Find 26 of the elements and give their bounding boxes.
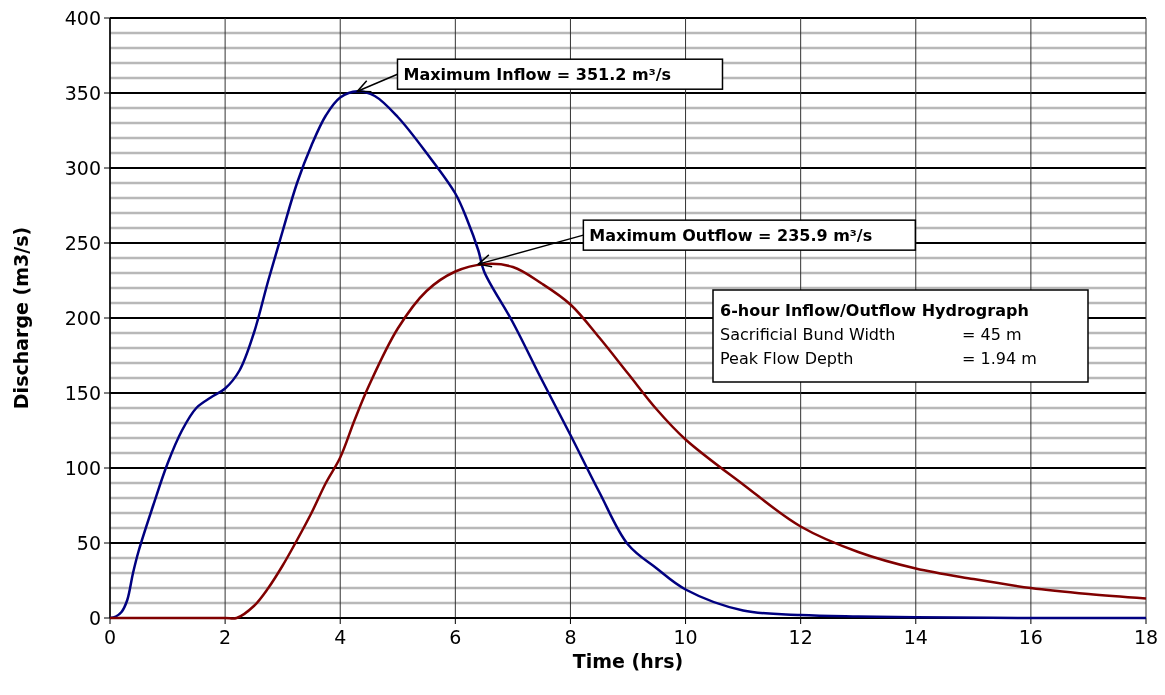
x-axis-title: Time (hrs) — [572, 650, 684, 672]
x-tick-label: 0 — [103, 626, 117, 648]
annotation: Maximum Inflow = 351.2 m³/s — [403, 64, 672, 84]
y-tick-label: 200 — [64, 306, 101, 329]
x-tick-label: 16 — [1018, 626, 1043, 648]
x-tick-label: 12 — [788, 626, 813, 648]
y-axis-title: Discharge (m3/s) — [10, 226, 32, 410]
x-tick-label: 14 — [903, 626, 928, 648]
text: Peak Flow Depth = 1.94 m — [720, 348, 1037, 368]
y-tick-label: 250 — [64, 231, 101, 254]
x-tick-label: 18 — [1133, 626, 1159, 648]
y-tick-label: 100 — [64, 456, 101, 479]
x-tick-label: 2 — [219, 626, 232, 648]
y-tick-label: 50 — [76, 531, 101, 554]
y-tick-label: 0 — [88, 606, 101, 629]
annotation: Maximum Outflow = 235.9 m³/s — [589, 225, 873, 245]
annotation: 6-hour Inflow/Outflow Hydrograph — [720, 300, 1029, 320]
x-tick-label: 4 — [334, 626, 347, 648]
y-tick-label: 400 — [64, 6, 101, 29]
y-tick-label: 350 — [64, 81, 101, 104]
y-tick-label: 300 — [64, 156, 101, 179]
x-tick-label: 8 — [564, 626, 577, 648]
x-tick-label: 6 — [449, 626, 462, 648]
x-tick-label: 10 — [673, 626, 698, 648]
y-tick-label: 150 — [64, 381, 101, 404]
text: Sacrificial Bund Width = 45 m — [720, 324, 1022, 344]
